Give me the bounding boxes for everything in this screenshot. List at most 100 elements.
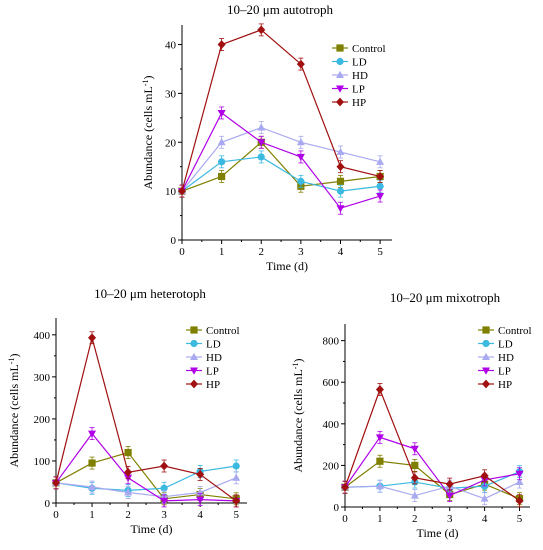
series-line-hd (181, 126, 381, 192)
data-point-hd (217, 138, 226, 146)
data-point-hp (341, 482, 349, 492)
data-point-hp (515, 496, 524, 506)
chart-panel-3: 10–20 μm mixotroph 0 1 2 3 4 5 0 200 400 600 800 Tim… (291, 290, 532, 540)
legend-label-hd: HD (498, 352, 514, 364)
data-point-control (124, 448, 132, 457)
legend-marker-ld (336, 57, 344, 66)
data-point-hd (375, 482, 384, 490)
data-point-lp (445, 492, 454, 500)
series-hp (52, 331, 241, 508)
x-tick-label: 2 (125, 509, 131, 521)
y-tick-label: 10 (165, 186, 177, 198)
series-line-ld (181, 156, 381, 192)
data-point-hp (232, 496, 241, 506)
series-line-hp (181, 29, 381, 192)
x-tick-label: 3 (161, 509, 167, 521)
legend-label-ld: LD (206, 339, 221, 351)
legend-marker-hp (482, 379, 490, 389)
y-axis-label: Abundance (cells mL-1) (291, 359, 305, 473)
chart-title: 10–20 μm heterotoph (94, 286, 206, 301)
data-point-control (336, 177, 345, 185)
data-point-hd (296, 138, 305, 146)
series-line-hp (55, 337, 237, 502)
series-hd (178, 121, 385, 198)
data-point-hp (178, 186, 186, 196)
x-axis-label: Time (d) (266, 259, 308, 273)
data-point-lp (257, 139, 266, 147)
data-point-hd (232, 473, 241, 481)
data-point-hp (88, 333, 97, 343)
x-tick-label: 5 (517, 513, 523, 525)
y-axis-label: Abundance (cells mL-1) (7, 354, 21, 468)
x-tick-label: 2 (258, 246, 264, 258)
series-line-lp (181, 112, 381, 209)
data-point-control (376, 457, 384, 465)
y-tick-label: 200 (323, 460, 340, 472)
series-line-hd (344, 481, 520, 500)
series-control (341, 454, 524, 506)
data-point-hd (480, 494, 489, 502)
legend-label-ld: LD (352, 57, 367, 69)
data-point-control (88, 459, 96, 467)
x-tick-label: 2 (412, 513, 418, 525)
legend-marker-hp (190, 379, 198, 389)
x-tick-label: 3 (298, 246, 304, 258)
series-line-lp (55, 432, 237, 502)
data-point-hp (217, 40, 226, 49)
legend-label-hd: HD (352, 70, 368, 82)
y-tick-label: 800 (323, 336, 340, 348)
y-tick-label: 100 (34, 456, 51, 468)
data-point-lp (515, 470, 524, 478)
x-tick-label: 5 (377, 246, 383, 258)
data-point-lp (196, 496, 205, 504)
series-line-control (344, 460, 520, 500)
legend-label-lp: LP (206, 366, 219, 378)
legend-marker-lp (190, 367, 198, 375)
y-tick-label: 30 (165, 88, 177, 100)
data-point-hp (376, 172, 385, 181)
y-tick-label: 0 (171, 235, 177, 247)
series-line-lp (344, 436, 520, 497)
legend-label-control: Control (498, 325, 532, 337)
x-tick-label: 4 (197, 509, 203, 521)
series-lp (178, 106, 385, 215)
y-tick-label: 600 (323, 377, 340, 389)
legend-label-ld: LD (498, 339, 513, 351)
data-point-ld (376, 182, 384, 190)
data-point-hp (410, 473, 419, 483)
data-point-hp (480, 471, 489, 481)
data-point-hd (257, 123, 266, 131)
legend-marker-lp (482, 367, 490, 375)
x-tick-label: 1 (377, 513, 383, 525)
data-point-lp (217, 109, 226, 118)
data-point-ld (336, 187, 345, 195)
legend-label-control: Control (352, 43, 386, 55)
series-line-hd (55, 477, 237, 498)
y-axis-label: Abundance (cells mL-1) (141, 76, 155, 190)
data-point-lp (160, 497, 169, 506)
x-tick-label: 0 (342, 513, 348, 525)
series-line-hp (344, 387, 520, 502)
data-point-hd (410, 491, 419, 499)
x-tick-label: 1 (219, 246, 225, 258)
y-tick-label: 400 (323, 419, 340, 431)
x-tick-label: 0 (53, 509, 59, 521)
data-point-lp (375, 434, 384, 442)
y-tick-label: 40 (165, 40, 177, 52)
data-point-hd (336, 147, 345, 156)
x-tick-label: 4 (338, 246, 344, 258)
data-point-lp (336, 205, 345, 213)
x-tick-label: 0 (179, 246, 185, 258)
series-hp (178, 23, 385, 198)
series-control (52, 446, 240, 506)
x-tick-label: 4 (482, 513, 488, 525)
data-point-hp (336, 162, 345, 172)
legend-marker-lp (336, 85, 344, 93)
data-point-lp (376, 193, 385, 201)
legend-label-hp: HP (498, 379, 512, 391)
legend-marker-ld (482, 339, 490, 348)
x-tick-label: 3 (447, 513, 453, 525)
data-point-hd (124, 488, 133, 496)
